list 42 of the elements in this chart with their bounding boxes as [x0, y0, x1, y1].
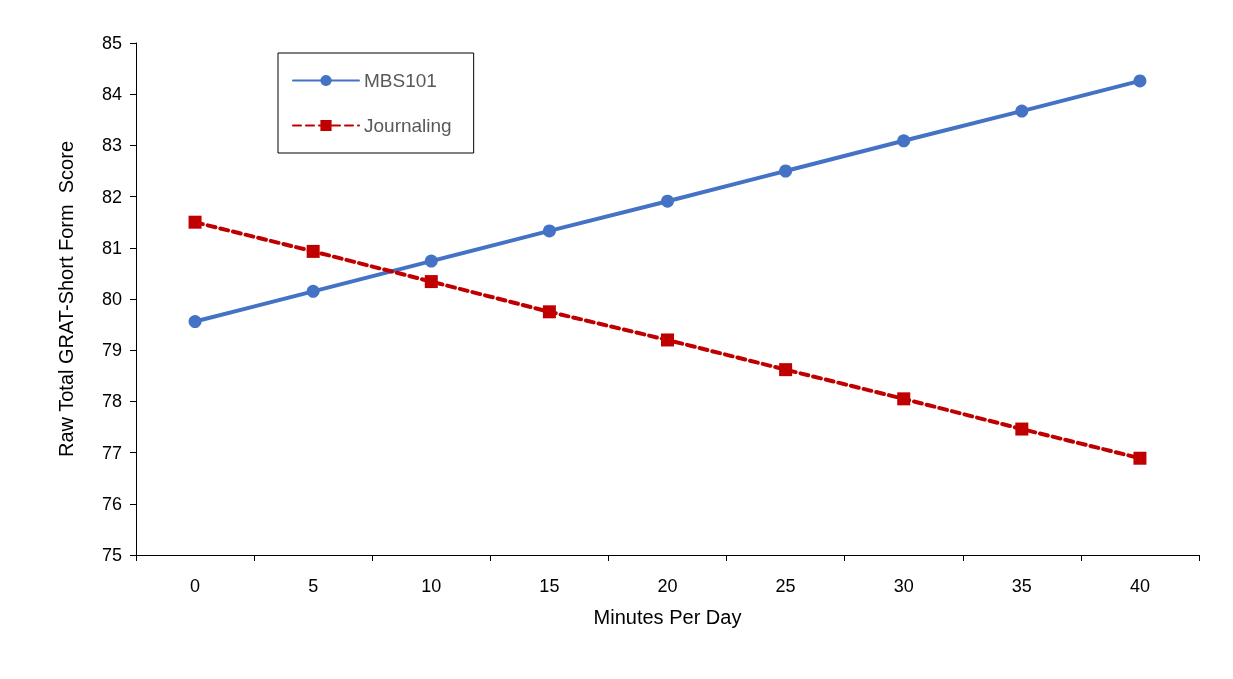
y-tick-label: 80: [101, 289, 122, 309]
y-tick-label: 77: [101, 442, 122, 463]
point: [1133, 74, 1147, 88]
point: [306, 284, 320, 298]
y-axis-title: Raw Total GRAT-Short Form Score: [55, 140, 77, 458]
legend-label: MBS101: [364, 70, 437, 91]
x-tick-label: 5: [308, 576, 319, 596]
point: [1015, 104, 1029, 118]
x-tick-label: 15: [539, 576, 560, 596]
x-axis-title: Minutes Per Day: [593, 606, 742, 628]
point: [188, 315, 202, 329]
point: [779, 363, 793, 377]
y-tick-label: 84: [101, 84, 122, 105]
point: [897, 134, 911, 148]
legend-label: Journaling: [364, 115, 452, 136]
point: [897, 392, 911, 406]
x-tick-label: 40: [1129, 576, 1150, 596]
y-tick-label: 76: [101, 493, 122, 514]
point: [306, 244, 320, 258]
x-tick-label: 30: [893, 576, 914, 596]
point: [542, 224, 556, 238]
x-tick-label: 10: [421, 576, 442, 596]
point: [661, 194, 674, 208]
point: [779, 164, 793, 178]
point: [1015, 422, 1029, 436]
x-tick-label: 35: [1011, 576, 1032, 596]
point: [542, 305, 556, 319]
point: [424, 275, 438, 289]
point: [424, 254, 438, 268]
point: [188, 215, 202, 229]
y-tick-label: 79: [101, 340, 122, 361]
x-tick-label: 20: [657, 576, 678, 596]
y-tick-label: 75: [101, 545, 122, 565]
y-tick-label: 78: [101, 391, 122, 412]
y-tick-label: 85: [101, 33, 122, 53]
y-tick-label: 81: [101, 237, 122, 258]
x-tick-label: 25: [775, 576, 796, 596]
point: [661, 333, 674, 347]
y-tick-label: 83: [101, 135, 122, 156]
x-tick-label: 0: [190, 576, 201, 596]
point: [1133, 451, 1147, 465]
y-tick-label: 82: [101, 186, 122, 207]
